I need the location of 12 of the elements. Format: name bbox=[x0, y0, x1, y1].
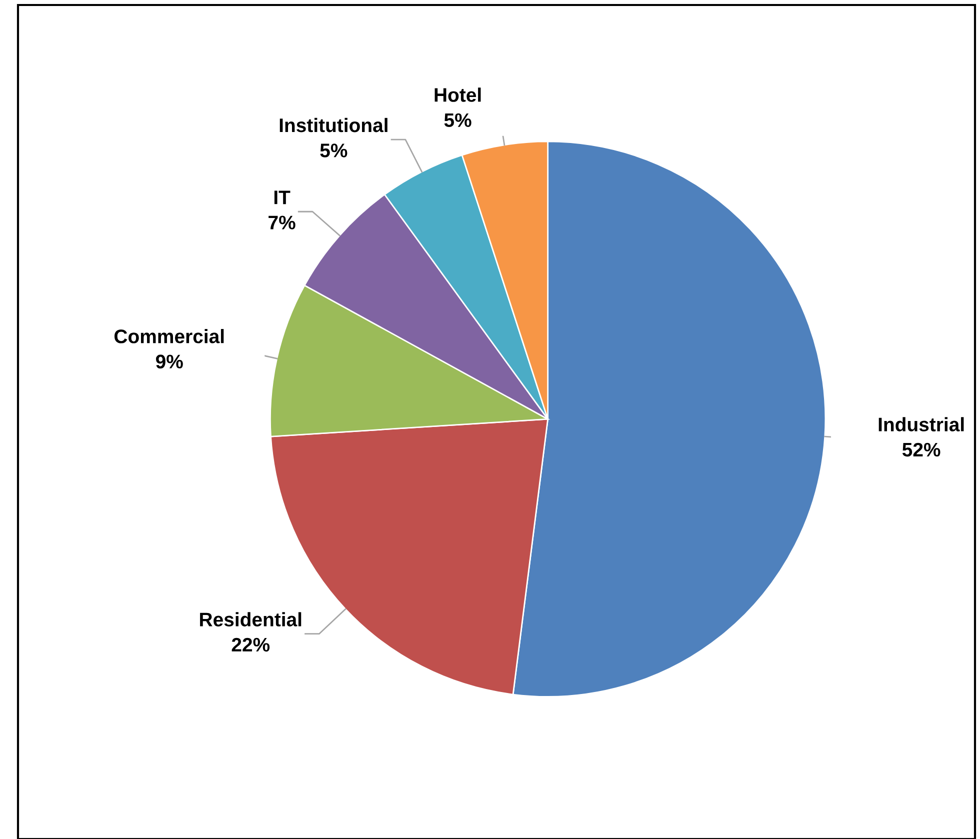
slice-label: Industrial bbox=[878, 417, 964, 432]
data-label: 5% bbox=[320, 144, 348, 158]
slice-label: Institutional bbox=[280, 118, 388, 132]
slice-label: Commercial bbox=[114, 329, 224, 344]
data-label: 52% bbox=[902, 442, 940, 457]
data-label: 7% bbox=[268, 216, 296, 230]
data-label: 22% bbox=[232, 638, 270, 652]
slice-label: Hotel bbox=[434, 88, 481, 102]
data-label: 9% bbox=[156, 354, 183, 368]
slice-label: Residential bbox=[200, 612, 302, 626]
data-label: 5% bbox=[444, 113, 472, 128]
slice-label: IT bbox=[274, 190, 290, 204]
